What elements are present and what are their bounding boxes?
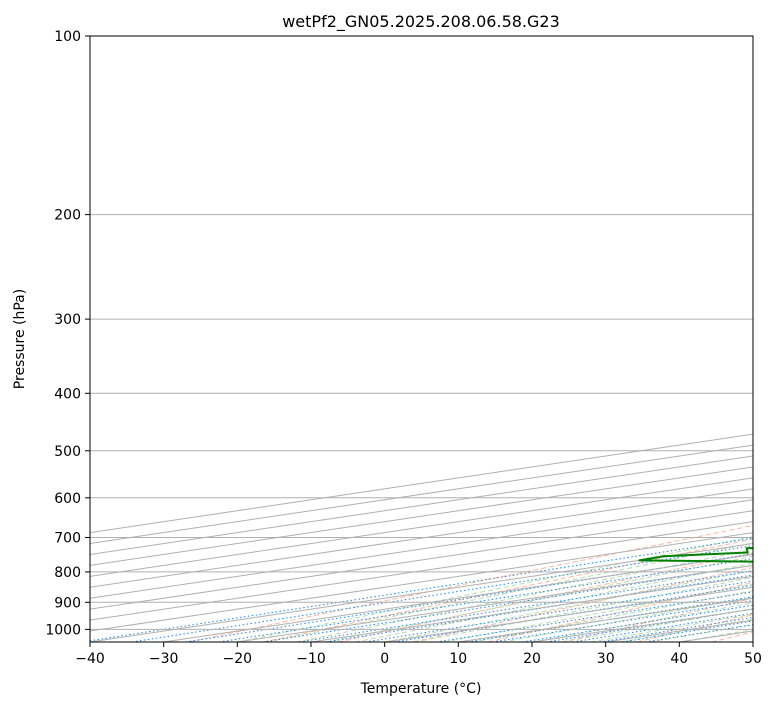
x-tick-label: −30 xyxy=(149,651,179,667)
mixing-ratio-line xyxy=(365,580,753,642)
x-tick-label: 20 xyxy=(523,651,541,667)
y-tick-label: 600 xyxy=(54,491,81,507)
x-axis-label: Temperature (°C) xyxy=(360,681,482,697)
y-tick-label: 400 xyxy=(54,386,81,402)
isotherm-gridline xyxy=(90,477,753,577)
y-axis: 100 200 300 400 500 600 700 800 900 1000 xyxy=(45,29,90,638)
x-tick-label: 30 xyxy=(597,651,615,667)
y-tick-label: 1000 xyxy=(45,622,81,638)
plot-frame xyxy=(89,35,754,643)
y-axis-label: Pressure (hPa) xyxy=(12,289,28,389)
isotherm-gridline xyxy=(90,521,753,621)
dry-adiabat-line xyxy=(188,525,753,642)
y-tick-label: 900 xyxy=(54,595,81,611)
isotherm-gridline xyxy=(90,532,753,632)
isotherm-gridline xyxy=(90,455,753,555)
x-tick-label: −40 xyxy=(75,651,105,667)
x-tick-label: 0 xyxy=(380,651,389,667)
isotherm-gridline xyxy=(90,488,753,588)
isobar-grid xyxy=(90,36,753,630)
y-tick-label: 300 xyxy=(54,312,81,328)
x-tick-label: −20 xyxy=(223,651,253,667)
y-tick-label: 800 xyxy=(54,565,81,581)
y-tick-label: 200 xyxy=(54,208,81,224)
x-tick-label: 40 xyxy=(670,651,688,667)
x-tick-label: 50 xyxy=(744,651,762,667)
isotherm-gridline xyxy=(90,444,753,545)
isotherm-gridline xyxy=(90,510,753,610)
dry-adiabats xyxy=(188,525,753,642)
isotherm-gridline xyxy=(90,499,753,599)
y-tick-label: 500 xyxy=(54,444,81,460)
dry-adiabat-line xyxy=(263,538,753,642)
chart-title: wetPf2_GN05.2025.208.06.58.G23 xyxy=(282,12,560,32)
mixing-ratio-line xyxy=(299,570,753,642)
y-tick-label: 700 xyxy=(54,531,81,547)
y-tick-label: 100 xyxy=(54,29,81,45)
x-tick-label: 10 xyxy=(449,651,467,667)
isotherm-grid xyxy=(90,433,753,642)
plot-area: -100-90-80-70-60-50-40-30-20-10010203040… xyxy=(90,36,753,642)
x-axis: −40 −30 −20 −10 0 10 20 30 40 50 xyxy=(75,642,762,667)
isotherm-gridline xyxy=(90,466,753,566)
x-tick-label: −10 xyxy=(296,651,326,667)
moist-adiabat-line xyxy=(237,536,753,642)
